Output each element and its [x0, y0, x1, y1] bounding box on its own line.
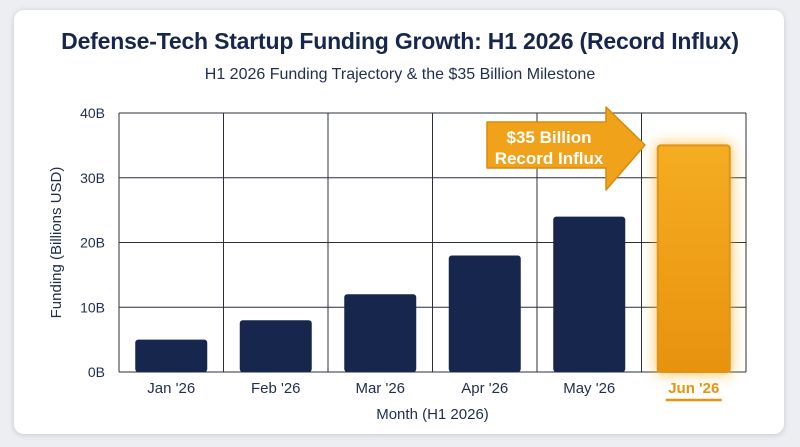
- x-tick-label: Feb '26: [251, 380, 301, 397]
- x-tick-label: Apr '26: [461, 380, 508, 397]
- bar: [135, 339, 208, 372]
- chart-subtitle: H1 2026 Funding Trajectory & the $35 Bil…: [204, 66, 596, 83]
- bar: [239, 320, 312, 372]
- bar: [448, 255, 521, 372]
- x-tick-label: Mar '26: [355, 380, 405, 397]
- x-axis-label: Month (H1 2026): [376, 406, 489, 423]
- y-axis-label: Funding (Billions USD): [48, 167, 65, 319]
- annotation-arrow: [486, 106, 646, 191]
- bar: [553, 216, 626, 372]
- x-tick-label: Jan '26: [147, 380, 195, 397]
- y-tick-label: 30B: [80, 170, 105, 186]
- y-tick-label: 20B: [80, 235, 105, 251]
- annotation-text: Record Influx: [495, 149, 604, 168]
- y-tick-label: 10B: [80, 299, 105, 315]
- y-tick-label: 40B: [80, 105, 105, 121]
- y-tick-label: 0B: [88, 364, 105, 380]
- x-tick-label: May '26: [563, 380, 615, 397]
- chart-title: Defense-Tech Startup Funding Growth: H1 …: [61, 28, 739, 54]
- annotation-text: $35 Billion: [506, 128, 591, 147]
- bar-highlight: [656, 144, 731, 373]
- bar: [344, 294, 417, 372]
- x-tick-label: Jun '26: [668, 380, 719, 397]
